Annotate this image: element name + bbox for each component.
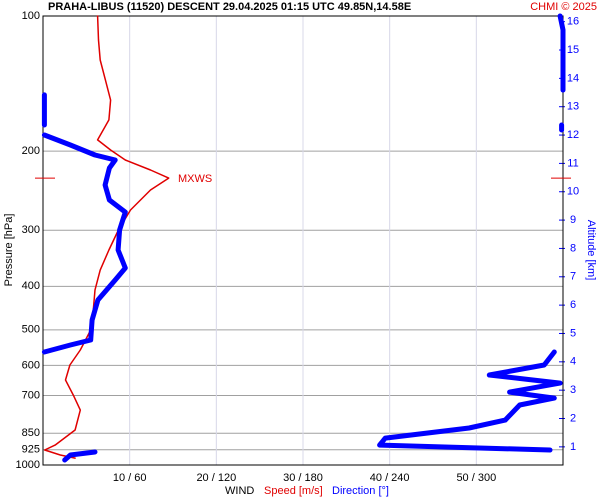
y2-tick-label: 12	[567, 129, 579, 141]
credit: CHMI © 2025	[530, 1, 597, 13]
x-tick-label: 10 / 60	[113, 472, 147, 484]
legend-direction: Direction [°]	[332, 485, 389, 497]
y-tick-label: 500	[22, 324, 40, 336]
y-tick-label: 400	[22, 280, 40, 292]
y-tick-label: 925	[22, 444, 40, 456]
x-tick-label: 40 / 240	[370, 472, 410, 484]
y2-tick-label: 1	[570, 441, 576, 453]
y-axis-label: Pressure [hPa]	[3, 214, 15, 287]
y2-tick-label: 15	[567, 44, 579, 56]
y2-tick-label: 2	[570, 412, 576, 424]
x-tick-label: 50 / 300	[456, 472, 496, 484]
y-tick-label: 700	[22, 389, 40, 401]
y2-tick-label: 13	[567, 101, 579, 113]
y2-axis-label: Altitude [km]	[585, 220, 597, 281]
y2-tick-label: 3	[570, 384, 576, 396]
y-tick-label: 200	[22, 145, 40, 157]
y2-tick-label: 7	[570, 271, 576, 283]
y-tick-label: 850	[22, 427, 40, 439]
y2-tick-label: 10	[567, 186, 579, 198]
plot-frame	[42, 15, 564, 466]
x-tick-label: 20 / 120	[196, 472, 236, 484]
y2-tick-label: 16	[567, 16, 579, 28]
y-tick-label: 600	[22, 359, 40, 371]
y-tick-label: 100	[22, 10, 40, 22]
y-tick-label: 1000	[16, 459, 40, 471]
legend-speed: Speed [m/s]	[264, 485, 323, 497]
y2-tick-label: 14	[567, 72, 579, 84]
y2-tick-label: 9	[570, 214, 576, 226]
y-tick-label: 300	[22, 224, 40, 236]
y2-tick-label: 6	[570, 299, 576, 311]
annotation: MXWS	[178, 173, 212, 185]
direction-line	[41, 13, 566, 463]
x-axis-label: WIND	[225, 485, 254, 497]
y2-tick-label: 4	[570, 356, 576, 368]
chart-title: PRAHA-LIBUS (11520) DESCENT 29.04.2025 0…	[48, 1, 411, 13]
y2-tick-label: 5	[570, 327, 576, 339]
y2-tick-label: 8	[570, 242, 576, 254]
speed-line	[43, 15, 170, 459]
y2-tick-label: 11	[567, 157, 578, 169]
x-tick-label: 30 / 180	[283, 472, 323, 484]
